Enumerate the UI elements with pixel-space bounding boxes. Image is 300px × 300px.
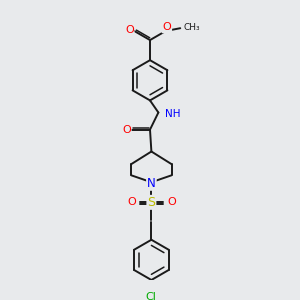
Text: S: S <box>147 196 155 209</box>
Text: N: N <box>147 177 156 190</box>
Text: O: O <box>163 22 171 32</box>
Text: O: O <box>167 197 176 207</box>
Text: NH: NH <box>164 109 180 119</box>
Text: CH₃: CH₃ <box>184 22 200 32</box>
Text: O: O <box>125 25 134 35</box>
Text: O: O <box>127 197 136 207</box>
Text: O: O <box>122 124 130 135</box>
Text: Cl: Cl <box>146 292 156 300</box>
